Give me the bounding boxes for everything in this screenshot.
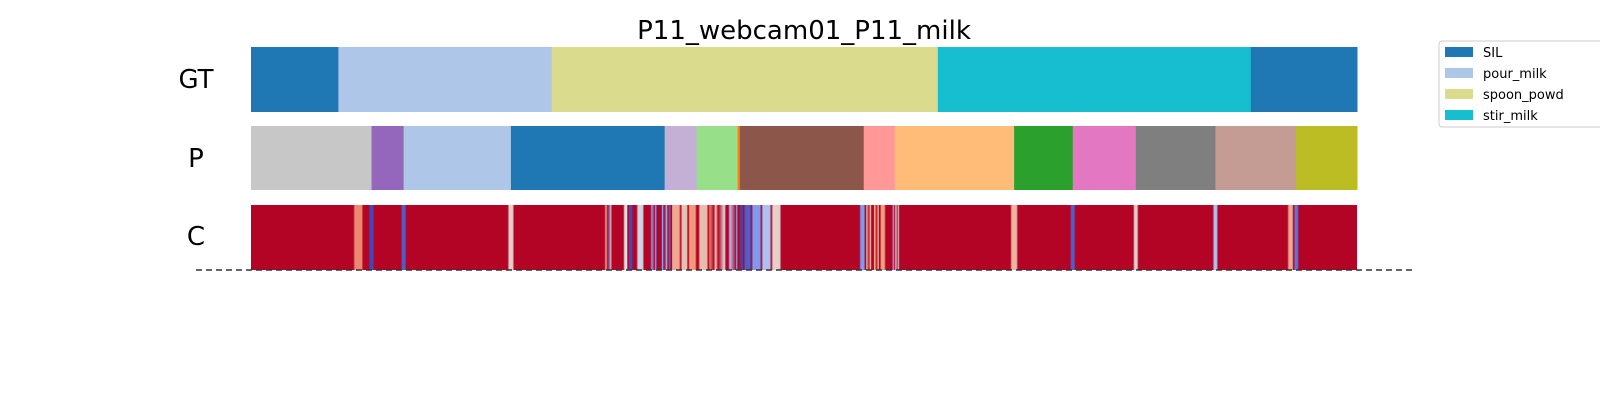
p-segment <box>894 126 1015 190</box>
legend-frame <box>1438 40 1600 128</box>
gt-segment <box>1250 47 1358 112</box>
legend-swatch-spoon-powd <box>1445 89 1473 99</box>
p-segment <box>696 126 739 190</box>
p-segment <box>863 126 896 190</box>
p-segment <box>371 126 405 190</box>
chart-title: P11_webcam01_P11_milk <box>637 16 971 46</box>
row-label-c: C <box>187 222 205 252</box>
legend-label-stir-milk: stir_milk <box>1483 109 1538 124</box>
p-segment <box>510 126 666 190</box>
p-segment <box>1014 126 1074 190</box>
p-segment <box>664 126 698 190</box>
p-segment <box>737 126 741 190</box>
p-segment <box>1135 126 1216 190</box>
p-row <box>251 126 1358 190</box>
gt-segment <box>937 47 1252 112</box>
gt-segment <box>338 47 553 112</box>
gt-segment <box>251 47 339 112</box>
legend-swatch-pour-milk <box>1445 68 1473 78</box>
legend-swatch-stir-milk <box>1445 110 1473 120</box>
row-label-gt: GT <box>178 65 213 95</box>
legend-swatch-sil <box>1445 47 1473 57</box>
legend-label-pour-milk: pour_milk <box>1483 67 1547 82</box>
p-segment <box>251 126 373 190</box>
legend-label-sil: SIL <box>1483 46 1503 61</box>
p-segment <box>739 126 865 190</box>
gt-row <box>251 47 1358 112</box>
legend: SIL pour_milk spoon_powd stir_milk <box>1438 40 1600 128</box>
p-segment <box>1072 126 1137 190</box>
gt-segment <box>551 47 939 112</box>
p-segment <box>1296 126 1358 190</box>
p-segment <box>403 126 512 190</box>
confidence-row <box>251 205 1357 270</box>
row-label-p: P <box>188 144 204 174</box>
legend-label-spoon-powd: spoon_powd <box>1483 88 1564 103</box>
p-segment <box>1215 126 1297 190</box>
